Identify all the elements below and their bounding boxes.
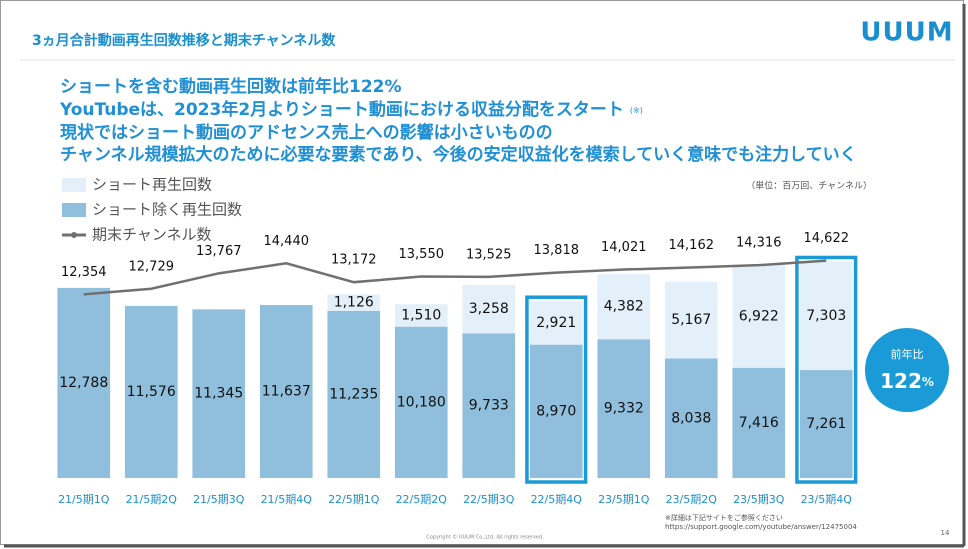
- highlight-box: [795, 255, 858, 484]
- line-value-label: 14,622: [804, 231, 850, 246]
- footnote-url: https://support.google.com/youtube/answe…: [665, 523, 857, 531]
- bar-segment: [394, 304, 448, 327]
- logo: UUUM: [860, 18, 953, 48]
- bar-segment: [799, 370, 853, 478]
- legend-label: ショート再生回数: [92, 176, 212, 194]
- bar-segment: [529, 301, 583, 345]
- legend-swatch: [62, 178, 86, 192]
- x-tick-label: 21/5期2Q: [126, 493, 178, 506]
- x-tick-label: 23/5期4Q: [801, 493, 853, 506]
- value-label: 7,416: [739, 415, 779, 431]
- x-tick-label: 21/5期4Q: [261, 493, 313, 506]
- line-series: [83, 259, 827, 296]
- bar-segment: [799, 261, 853, 371]
- value-label: 2,921: [536, 315, 576, 331]
- bar-segment: [327, 294, 381, 311]
- x-tick-label: 23/5期2Q: [666, 493, 718, 506]
- value-label: 7,261: [806, 416, 846, 432]
- x-tick-label: 21/5期1Q: [58, 493, 110, 506]
- unit-note: （単位：百万回、チャンネル）: [746, 180, 872, 192]
- line-value-label: 14,162: [669, 238, 715, 253]
- line-value-label: 12,354: [61, 265, 107, 280]
- line-value-label: 13,550: [399, 247, 445, 262]
- highlight-box: [525, 295, 588, 484]
- x-tick-label: 23/5期3Q: [733, 493, 785, 506]
- value-label: 10,180: [397, 394, 446, 410]
- value-label: 1,126: [334, 295, 374, 311]
- value-label: 8,970: [536, 403, 576, 419]
- bar-segment: [192, 309, 246, 478]
- bar-segment: [732, 264, 786, 368]
- headline-note: (※): [630, 106, 643, 115]
- legend-marker: [71, 232, 77, 238]
- headline-line: チャンネル規模拡大のために必要な要素であり、今後の安定収益化を模索していく意味で…: [60, 144, 857, 165]
- chart: 12,788 21/5期1Q 11,576 21/5期2Q 11,345 21/5期3Q 1…: [57, 176, 872, 506]
- value-label: 11,345: [194, 386, 243, 402]
- line-value-label: 13,525: [466, 247, 512, 262]
- badge-unit: %: [922, 375, 934, 389]
- bar-segment: [732, 367, 786, 478]
- value-label: 11,576: [127, 384, 176, 400]
- x-tick-label: 22/5期1Q: [328, 493, 380, 506]
- bar-segment: [394, 326, 448, 478]
- value-label: 11,235: [329, 386, 378, 402]
- badge-number: 122: [880, 369, 922, 393]
- x-tick-label: 22/5期2Q: [396, 493, 448, 506]
- bar-segment: [259, 304, 313, 478]
- bar-segment: [664, 358, 718, 478]
- x-tick-label: 23/5期1Q: [598, 493, 650, 506]
- x-tick-label: 22/5期3Q: [463, 493, 515, 506]
- copyright: Copyright © UUUM Co.,Ltd. All rights res…: [426, 534, 544, 541]
- bar-segment: [462, 333, 516, 478]
- headline-line: ショートを含む動画再生回数は前年比122%: [60, 76, 402, 97]
- badge: [865, 328, 949, 412]
- value-label: 3,258: [469, 301, 509, 317]
- bar-segment: [124, 305, 178, 478]
- badge-title: 前年比: [891, 347, 924, 361]
- bar-segment: [462, 284, 516, 334]
- value-label: 7,303: [806, 308, 846, 324]
- value-label: 1,510: [401, 307, 441, 323]
- value-label: 12,788: [59, 375, 108, 391]
- legend-label: 期末チャンネル数: [92, 226, 212, 244]
- value-label: 9,733: [469, 398, 509, 414]
- line-value-label: 13,172: [331, 253, 377, 268]
- bar-segment: [664, 281, 718, 359]
- legend-label: ショート除く再生回数: [92, 201, 242, 219]
- x-tick-label: 21/5期3Q: [193, 493, 245, 506]
- legend-swatch: [62, 203, 86, 217]
- headline-text: YouTubeは、2023年2月よりショート動画における収益分配をスタート: [59, 99, 624, 120]
- bar-segment: [529, 344, 583, 478]
- value-label: 8,038: [671, 410, 711, 426]
- value-label: 9,332: [604, 401, 644, 417]
- line-value-label: 13,818: [534, 243, 580, 258]
- bar-segment: [597, 339, 651, 478]
- bar-segment: [597, 274, 651, 340]
- page-title: 3ヵ月合計動画再生回数推移と期末チャンネル数: [32, 32, 336, 49]
- value-label: 5,167: [671, 312, 711, 328]
- line-value-label: 12,729: [129, 259, 175, 274]
- line-value-label: 14,316: [736, 236, 782, 251]
- line-value-label: 13,767: [196, 244, 242, 259]
- bar-segment: [327, 310, 381, 478]
- footnote: ※詳細は下記サイトをご参照ください: [665, 513, 783, 522]
- bar-segment: [57, 287, 111, 478]
- page-number: 14: [941, 529, 950, 537]
- line-value-label: 14,440: [264, 234, 310, 249]
- line-value-label: 14,021: [601, 240, 647, 255]
- headline-line: YouTubeは、2023年2月よりショート動画における収益分配をスタート (※): [59, 99, 643, 120]
- headline-line: 現状ではショート動画のアドセンス売上への影響は小さいものの: [60, 122, 553, 143]
- value-label: 11,637: [262, 383, 311, 399]
- x-tick-label: 22/5期4Q: [531, 493, 583, 506]
- value-label: 6,922: [739, 308, 779, 324]
- headline: ショートを含む動画再生回数は前年比122% YouTubeは、2023年2月より…: [59, 76, 857, 165]
- value-label: 4,382: [604, 299, 644, 315]
- badge-value: 122%: [880, 369, 934, 393]
